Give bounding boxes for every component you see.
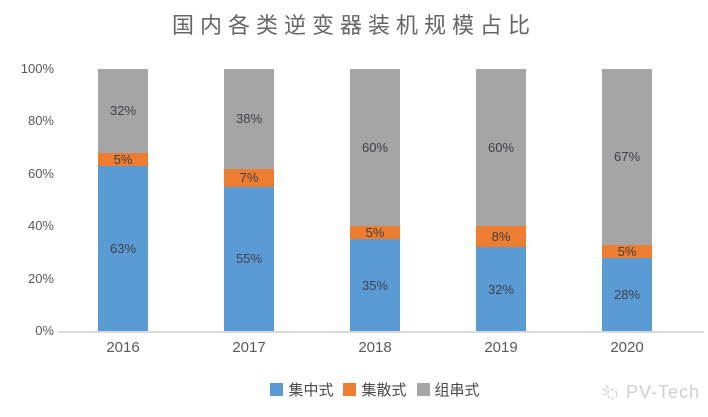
segment-value-label: 55% (235, 251, 263, 267)
legend-label: 组串式 (434, 382, 480, 399)
legend-swatch (416, 383, 430, 396)
segment-value-label: 28% (613, 286, 641, 302)
segment-value-label: 32% (487, 281, 515, 297)
stacked-bar-2018: 35% 5% 60% (350, 69, 400, 331)
bar-slot: 55% 7% 38% (186, 69, 312, 331)
bar-slot: 32% 8% 60% (438, 69, 564, 331)
sun-doodle-icon (601, 383, 618, 399)
segment-value-label: 7% (239, 170, 259, 186)
segment-value-label: 38% (235, 111, 263, 127)
y-axis-label: 40% (27, 218, 54, 234)
legend-item-组串式: 组串式 (416, 379, 480, 400)
bar-segment-组串式: 32% (98, 69, 148, 153)
bar-segment-集中式: 63% (98, 165, 148, 331)
watermark: PV-Tech (601, 382, 700, 403)
segment-value-label: 32% (109, 103, 137, 119)
segment-value-label: 5% (617, 243, 637, 259)
bar-slot: 35% 5% 60% (312, 69, 438, 331)
segment-value-label: 5% (365, 225, 385, 241)
segment-value-label: 5% (113, 151, 133, 167)
segment-value-label: 63% (109, 240, 137, 256)
bar-segment-组串式: 38% (224, 69, 274, 169)
stacked-bar-2017: 55% 7% 38% (224, 69, 274, 331)
y-axis-label: 0% (35, 323, 54, 338)
bar-segment-集中式: 28% (602, 257, 652, 331)
watermark-text: PV-Tech (625, 382, 700, 402)
segment-value-label: 35% (361, 277, 389, 293)
x-axis-label: 2018 (358, 339, 392, 356)
bar-segment-集散式: 8% (476, 226, 526, 248)
legend-label: 集中式 (288, 382, 334, 399)
y-axis-label: 100% (20, 61, 54, 76)
x-axis-label: 2016 (106, 339, 140, 356)
bar-segment-集散式: 7% (224, 168, 274, 187)
bar-segment-组串式: 60% (476, 69, 526, 227)
legend: 集中式 集散式 组串式 (60, 379, 690, 400)
x-axis-label: 2019 (484, 339, 518, 356)
stacked-bar-2019: 32% 8% 60% (476, 69, 526, 331)
stacked-bar-2016: 63% 5% 32% (98, 69, 148, 331)
legend-item-集中式: 集中式 (270, 379, 333, 400)
legend-label: 集散式 (361, 382, 407, 399)
x-axis-line (58, 331, 704, 333)
x-axis: 2016 2017 2018 2019 2020 (60, 339, 690, 356)
bar-segment-组串式: 60% (350, 69, 400, 227)
segment-value-label: 60% (487, 140, 515, 156)
bar-segment-集中式: 35% (350, 239, 400, 331)
bar-segment-集散式: 5% (350, 225, 400, 241)
segment-value-label: 8% (491, 229, 511, 245)
bar-segment-组串式: 67% (602, 69, 652, 245)
x-axis-label: 2017 (232, 339, 266, 356)
bar-segment-集散式: 5% (602, 243, 652, 259)
bar-segment-集中式: 55% (224, 186, 274, 331)
y-axis: 100% 80% 60% 40% 20% 0% (0, 61, 54, 338)
chart-title: 国内各类逆变器装机规模占比 (171, 13, 536, 38)
segment-value-label: 67% (613, 149, 641, 165)
legend-item-集散式: 集散式 (343, 379, 407, 400)
legend-swatch (343, 383, 357, 396)
segment-value-label: 60% (361, 140, 389, 156)
bar-segment-集中式: 32% (476, 247, 526, 331)
y-axis-label: 80% (27, 113, 54, 129)
legend-swatch (270, 383, 284, 396)
y-axis-label: 60% (27, 165, 54, 181)
bar-segment-集散式: 5% (98, 151, 148, 167)
x-axis-label: 2020 (610, 339, 644, 356)
plot-area: 63% 5% 32% 55% 7% 38% 35% 5% 60% 32% 8% 60% 28% 5% 67% (60, 69, 690, 331)
bar-slot: 28% 5% 67% (564, 69, 690, 331)
bar-slot: 63% 5% 32% (60, 69, 186, 331)
y-axis-label: 20% (27, 270, 54, 286)
stacked-bar-2020: 28% 5% 67% (602, 69, 652, 331)
